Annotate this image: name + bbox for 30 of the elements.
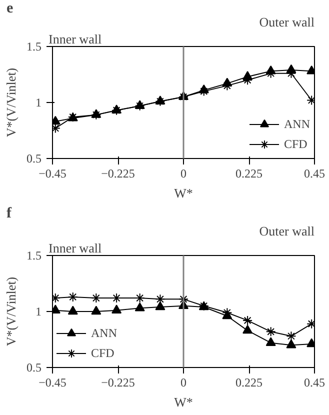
- legend-label: CFD: [91, 346, 114, 360]
- annotation: Inner wall: [48, 32, 102, 46]
- x-tick-label: −0.225: [101, 376, 135, 390]
- y-tick-label: 1: [36, 304, 42, 318]
- y-tick-label: 0.5: [26, 152, 42, 166]
- x-tick-label: 0.45: [304, 376, 325, 390]
- text: Outer wall: [259, 14, 315, 30]
- x-axis-title: W*: [174, 394, 193, 410]
- x-tick-label: 0.225: [236, 166, 262, 180]
- y-tick-label: 1: [36, 96, 42, 110]
- x-tick-label: −0.225: [101, 166, 135, 180]
- x-tick-label: 0: [180, 376, 186, 390]
- x-tick-label: 0.225: [236, 376, 262, 390]
- x-axis-title: W*: [174, 186, 193, 200]
- x-tick-label: 0: [180, 166, 186, 180]
- y-tick-label: 1.5: [26, 248, 42, 262]
- chart-title: e: [6, 0, 14, 16]
- chart-title: f: [6, 206, 12, 222]
- x-tick-label: −0.45: [38, 166, 66, 180]
- x-tick-label: −0.45: [38, 376, 66, 390]
- text: Outer wall: [259, 224, 315, 238]
- y-tick-label: 1.5: [26, 40, 42, 54]
- y-axis-title: V*(V/Vinlet): [4, 276, 18, 346]
- annotation: Inner wall: [48, 240, 102, 256]
- y-axis-title: V*(V/Vinlet): [4, 68, 18, 138]
- legend-label: ANN: [284, 116, 310, 132]
- legend-label: ANN: [91, 326, 117, 340]
- y-tick-label: 0.5: [26, 360, 42, 374]
- legend-label: CFD: [284, 136, 308, 152]
- x-tick-label: 0.45: [304, 166, 325, 180]
